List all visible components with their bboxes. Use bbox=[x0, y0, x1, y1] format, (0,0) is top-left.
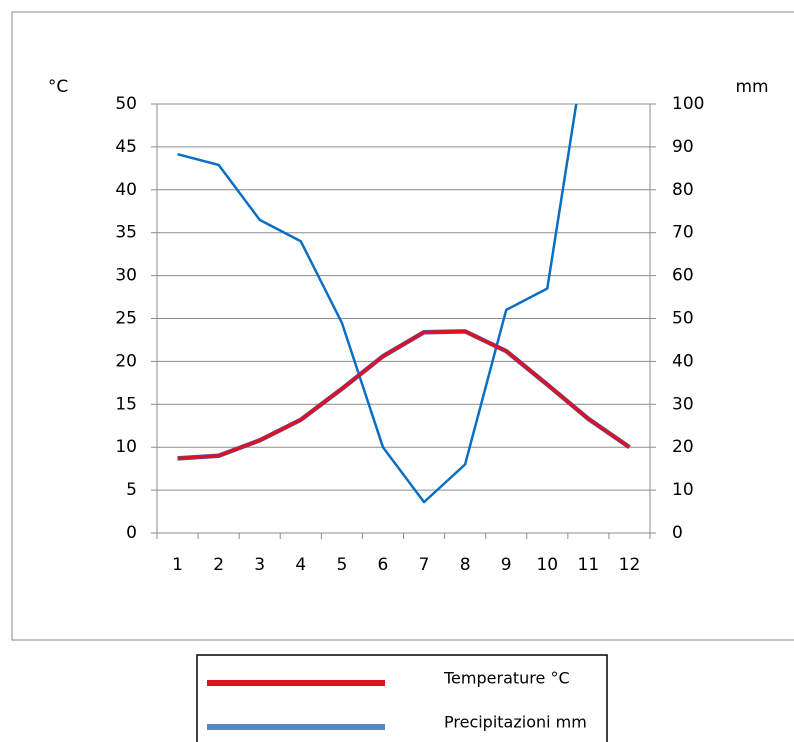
y-tick-label: 10 bbox=[115, 437, 137, 457]
legend-label: Temperature °C bbox=[443, 669, 570, 688]
y-tick-label: 0 bbox=[126, 523, 137, 543]
x-tick-label: 12 bbox=[619, 555, 641, 575]
y-tick-label: 35 bbox=[115, 223, 137, 243]
y2-tick-label: 40 bbox=[672, 351, 694, 371]
x-tick-label: 6 bbox=[378, 555, 389, 575]
chart-border bbox=[11, 11, 794, 641]
x-tick-label: 1 bbox=[172, 555, 183, 575]
y2-tick-label: 60 bbox=[672, 266, 694, 286]
y-tick-label: 50 bbox=[115, 94, 137, 114]
x-tick-label: 5 bbox=[336, 555, 347, 575]
y-tick-label: 25 bbox=[115, 309, 137, 329]
x-tick-label: 2 bbox=[213, 555, 224, 575]
x-tick-label: 7 bbox=[419, 555, 430, 575]
x-tick-label: 4 bbox=[295, 555, 306, 575]
y-axis-label: °C bbox=[48, 77, 68, 97]
x-tick-label: 10 bbox=[536, 555, 558, 575]
y2-tick-label: 20 bbox=[672, 437, 694, 457]
x-tick-label: 8 bbox=[460, 555, 471, 575]
y-tick-label: 45 bbox=[115, 137, 137, 157]
y2-tick-label: 10 bbox=[672, 480, 694, 500]
x-tick-label: 3 bbox=[254, 555, 265, 575]
x-tick-label: 9 bbox=[501, 555, 512, 575]
y2-tick-label: 30 bbox=[672, 394, 694, 414]
series-line bbox=[177, 104, 578, 504]
y2-tick-label: 80 bbox=[672, 180, 694, 200]
y-tick-label: 20 bbox=[115, 351, 137, 371]
y-tick-label: 5 bbox=[126, 480, 137, 500]
y2-axis-label: mm bbox=[735, 77, 768, 97]
plot-area bbox=[177, 104, 631, 504]
x-tick-label: 11 bbox=[578, 555, 600, 575]
y2-tick-label: 50 bbox=[672, 309, 694, 329]
legend-label: Precipitazioni mm bbox=[444, 713, 587, 732]
series-line bbox=[177, 329, 631, 460]
y2-tick-label: 70 bbox=[672, 223, 694, 243]
y2-tick-label: 0 bbox=[672, 523, 683, 543]
y2-tick-label: 90 bbox=[672, 137, 694, 157]
y2-tick-label: 100 bbox=[672, 94, 704, 114]
y-tick-label: 15 bbox=[115, 394, 137, 414]
y-tick-label: 40 bbox=[115, 180, 137, 200]
y-tick-label: 30 bbox=[115, 266, 137, 286]
